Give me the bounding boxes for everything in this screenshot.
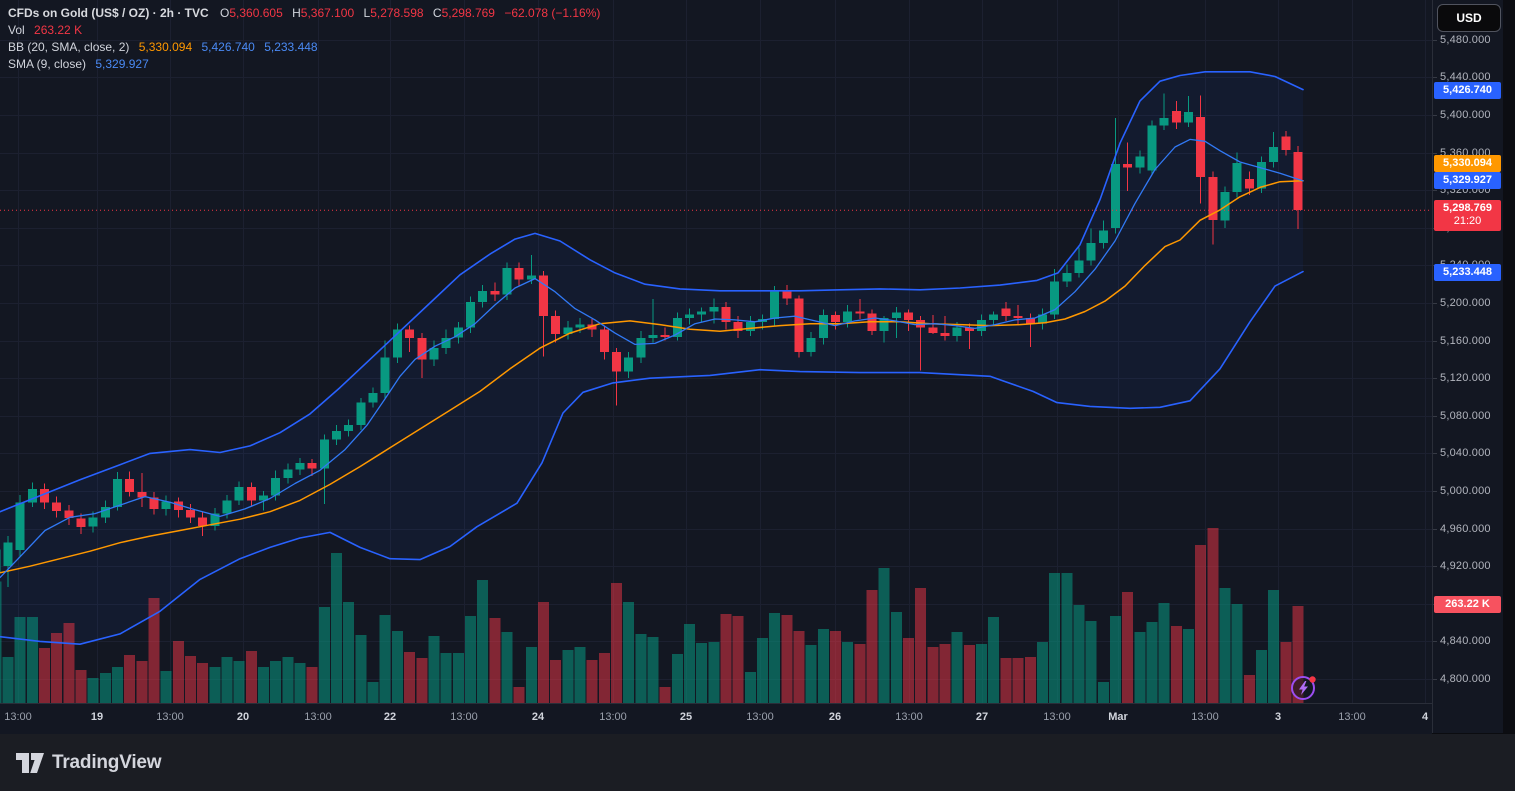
low-value: 5,278.598 bbox=[370, 6, 424, 20]
time-axis-label: 13:00 bbox=[1043, 711, 1071, 723]
low-label: L bbox=[363, 6, 371, 20]
time-axis-label-major: 4 bbox=[1421, 711, 1429, 723]
price-axis-tick bbox=[1433, 303, 1437, 304]
volume-badge: 263.22 K bbox=[1434, 595, 1501, 613]
sma-value: 5,329.927 bbox=[95, 57, 149, 71]
time-axis-label-major: 3 bbox=[1274, 711, 1282, 723]
price-axis-label: 5,200.000 bbox=[1440, 297, 1491, 309]
volume-layer bbox=[0, 528, 1304, 703]
time-axis-label: 13:00 bbox=[1338, 711, 1366, 723]
window-edge bbox=[1502, 0, 1515, 733]
price-axis-tick bbox=[1433, 190, 1437, 191]
sma-label: SMA (9, close) bbox=[8, 57, 87, 71]
high-label: H bbox=[292, 6, 301, 20]
bollinger-upper-value: 5,426.740 bbox=[201, 40, 255, 54]
symbol-title: CFDs on Gold (US$ / OZ) · 2h · TVC bbox=[8, 6, 209, 20]
price-axis-tick bbox=[1433, 115, 1437, 116]
time-axis-label: 13:00 bbox=[599, 711, 627, 723]
time-axis-label: 13:00 bbox=[895, 711, 923, 723]
bb-basis-badge: 5,330.094 bbox=[1434, 154, 1501, 172]
price-axis-label: 5,080.000 bbox=[1440, 409, 1491, 422]
sma-badge: 5,329.927 bbox=[1434, 171, 1501, 189]
sma-legend-row[interactable]: SMA (9, close) 5,329.927 bbox=[8, 56, 600, 73]
price-axis-label: 5,040.000 bbox=[1440, 447, 1491, 460]
bollinger-fill bbox=[0, 71, 1303, 645]
price-axis-tick bbox=[1433, 416, 1437, 417]
symbol-legend-row[interactable]: CFDs on Gold (US$ / OZ) · 2h · TVC O5,36… bbox=[8, 5, 600, 22]
time-axis-label: 13:00 bbox=[304, 711, 332, 723]
price-axis-label: 4,960.000 bbox=[1440, 522, 1491, 535]
volume-value: 263.22 K bbox=[34, 23, 83, 37]
price-axis-tick bbox=[1433, 529, 1437, 530]
tradingview-logo-icon bbox=[16, 753, 44, 773]
time-axis-label: 13:00 bbox=[450, 711, 478, 723]
bollinger-upper-line bbox=[0, 71, 1304, 513]
price-axis-tick bbox=[1433, 566, 1437, 567]
time-axis-label-major: 24 bbox=[531, 711, 545, 723]
price-axis-label: 5,000.000 bbox=[1440, 485, 1491, 497]
price-axis-tick bbox=[1433, 378, 1437, 379]
change-value: −62.078 (−1.16%) bbox=[504, 6, 601, 20]
last-price-badge: 5,298.769 21:20 bbox=[1434, 199, 1501, 231]
time-axis-label-major: 22 bbox=[383, 711, 397, 723]
tradingview-logo-text: TradingView bbox=[52, 752, 162, 773]
time-axis-label-major: 26 bbox=[828, 711, 842, 723]
time-axis-label: 13:00 bbox=[156, 711, 184, 723]
price-axis-label: 5,480.000 bbox=[1440, 33, 1491, 46]
price-axis-label: 5,440.000 bbox=[1440, 71, 1491, 84]
chart-background bbox=[0, 0, 1432, 703]
bollinger-lower-line bbox=[0, 270, 1304, 646]
currency-toggle-button[interactable]: USD bbox=[1437, 4, 1501, 32]
chart-legend: CFDs on Gold (US$ / OZ) · 2h · TVC O5,36… bbox=[8, 5, 600, 73]
time-axis-label: 13:00 bbox=[746, 711, 774, 723]
price-axis-tick bbox=[1433, 453, 1437, 454]
price-axis-label: 5,160.000 bbox=[1440, 334, 1491, 347]
bb-lower-badge: 5,233.448 bbox=[1434, 263, 1501, 281]
price-axis-label: 5,120.000 bbox=[1440, 372, 1491, 385]
high-value: 5,367.100 bbox=[300, 6, 355, 20]
price-axis[interactable]: USD 5,480.000 5,440.000 5,400.000 5,360.000… bbox=[1432, 0, 1503, 733]
bollinger-basis-value: 5,330.094 bbox=[138, 40, 193, 54]
open-value: 5,360.605 bbox=[229, 6, 283, 20]
price-axis-tick bbox=[1433, 153, 1437, 154]
lightning-icon[interactable] bbox=[1290, 674, 1318, 702]
price-chart[interactable] bbox=[0, 0, 1432, 703]
open-label: O bbox=[220, 6, 230, 20]
close-value: 5,298.769 bbox=[441, 6, 495, 20]
footer-bar: TradingView bbox=[0, 733, 1515, 791]
bollinger-lower-value: 5,233.448 bbox=[264, 40, 318, 54]
time-axis[interactable]: 13:00 19 13:00 20 13:00 22 13:00 24 13:00 25 13:00… bbox=[0, 703, 1432, 734]
bollinger-legend-row[interactable]: BB (20, SMA, close, 2) 5,330.094 5,426.7… bbox=[8, 39, 600, 56]
price-axis-tick bbox=[1433, 77, 1437, 78]
time-axis-label-major: 27 bbox=[975, 711, 989, 723]
volume-legend-row[interactable]: Vol 263.22 K bbox=[8, 22, 600, 39]
volume-label: Vol bbox=[8, 23, 25, 37]
time-axis-label-major: 25 bbox=[679, 711, 693, 723]
price-axis-label: 4,840.000 bbox=[1440, 635, 1491, 648]
bollinger-basis-line bbox=[0, 179, 1304, 574]
bollinger-label: BB (20, SMA, close, 2) bbox=[8, 40, 130, 54]
price-axis-tick bbox=[1433, 40, 1437, 41]
time-axis-label-major: 19 bbox=[90, 711, 104, 723]
bb-upper-badge: 5,426.740 bbox=[1434, 81, 1501, 99]
price-axis-tick bbox=[1433, 641, 1437, 642]
price-axis-tick bbox=[1433, 679, 1437, 680]
price-axis-label: 5,400.000 bbox=[1440, 109, 1491, 121]
price-axis-tick bbox=[1433, 341, 1437, 342]
time-axis-label: 13:00 bbox=[4, 711, 32, 723]
time-axis-label-major: 20 bbox=[236, 711, 250, 723]
sma9-line bbox=[0, 138, 1304, 579]
close-label: C bbox=[432, 6, 442, 20]
time-axis-label: 13:00 bbox=[1191, 711, 1219, 723]
time-axis-label-major: Mar bbox=[1108, 711, 1128, 723]
price-axis-label: 4,920.000 bbox=[1440, 560, 1491, 573]
price-axis-tick bbox=[1433, 491, 1437, 492]
price-chart-svg[interactable] bbox=[0, 0, 1432, 703]
tradingview-logo[interactable]: TradingView bbox=[16, 752, 162, 774]
price-axis-label: 4,800.000 bbox=[1440, 673, 1491, 685]
